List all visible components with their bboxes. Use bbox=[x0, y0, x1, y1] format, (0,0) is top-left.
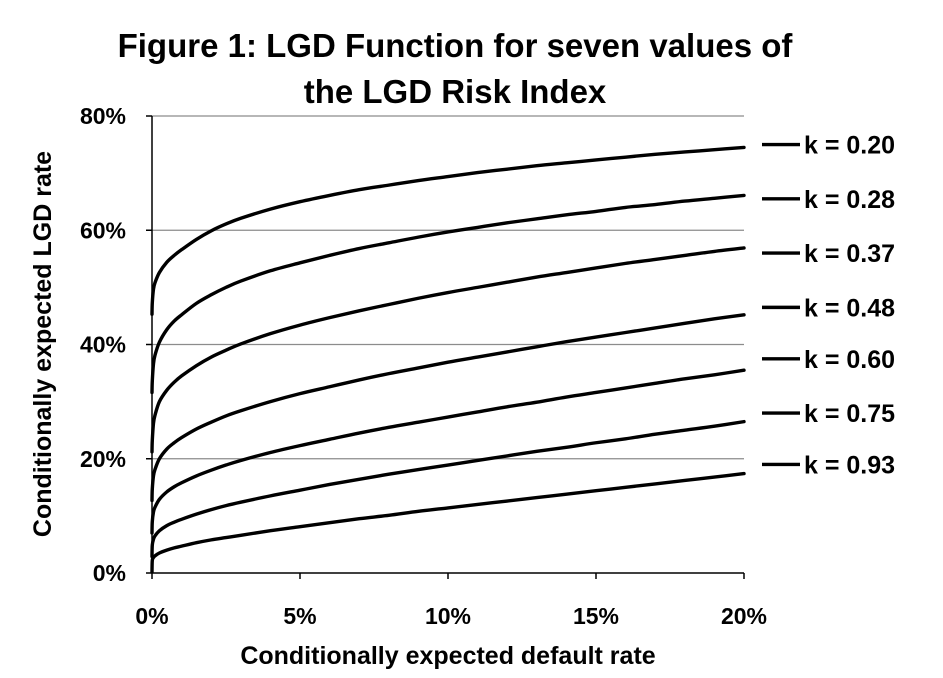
x-tick-label: 10% bbox=[425, 603, 471, 629]
chart-title-line-2: the LGD Risk Index bbox=[304, 73, 607, 110]
series-line-5 bbox=[150, 368, 746, 535]
chart-title-line-1: Figure 1: LGD Function for seven values … bbox=[118, 27, 794, 64]
series-line-2 bbox=[150, 193, 746, 395]
series-line-4 bbox=[150, 313, 746, 503]
x-tick-label: 0% bbox=[135, 603, 168, 629]
series-line-6 bbox=[150, 419, 746, 559]
legend: k = 0.20 k = 0.28 k = 0.37 k = 0.48 k = 0.60… bbox=[762, 132, 895, 479]
legend-label: k = 0.75 bbox=[804, 400, 895, 428]
x-tick-label: 5% bbox=[283, 603, 316, 629]
x-tick-label: 15% bbox=[573, 603, 619, 629]
gridlines bbox=[152, 115, 744, 460]
series-lines bbox=[150, 145, 746, 574]
x-tick-label: 20% bbox=[721, 603, 767, 629]
series-line-7 bbox=[150, 471, 746, 574]
series-line-3 bbox=[150, 246, 746, 454]
y-axis-title: Conditionally expected LGD rate bbox=[29, 151, 57, 537]
tick-labels: 0% 20% 40% 60% 80% 0% 5% 10% 15% 20% bbox=[80, 103, 767, 629]
legend-label: k = 0.20 bbox=[804, 132, 895, 160]
legend-label: k = 0.28 bbox=[804, 186, 895, 214]
series-line-1 bbox=[150, 145, 746, 316]
legend-label: k = 0.48 bbox=[804, 294, 895, 322]
y-tick-label: 20% bbox=[80, 446, 126, 472]
x-axis-title: Conditionally expected default rate bbox=[240, 642, 655, 670]
legend-label: k = 0.60 bbox=[804, 346, 895, 374]
y-tick-label: 80% bbox=[80, 103, 126, 129]
y-tick-label: 0% bbox=[93, 560, 126, 586]
legend-label: k = 0.93 bbox=[804, 451, 895, 479]
legend-label: k = 0.37 bbox=[804, 240, 895, 268]
y-tick-label: 40% bbox=[80, 332, 126, 358]
y-tick-label: 60% bbox=[80, 217, 126, 243]
